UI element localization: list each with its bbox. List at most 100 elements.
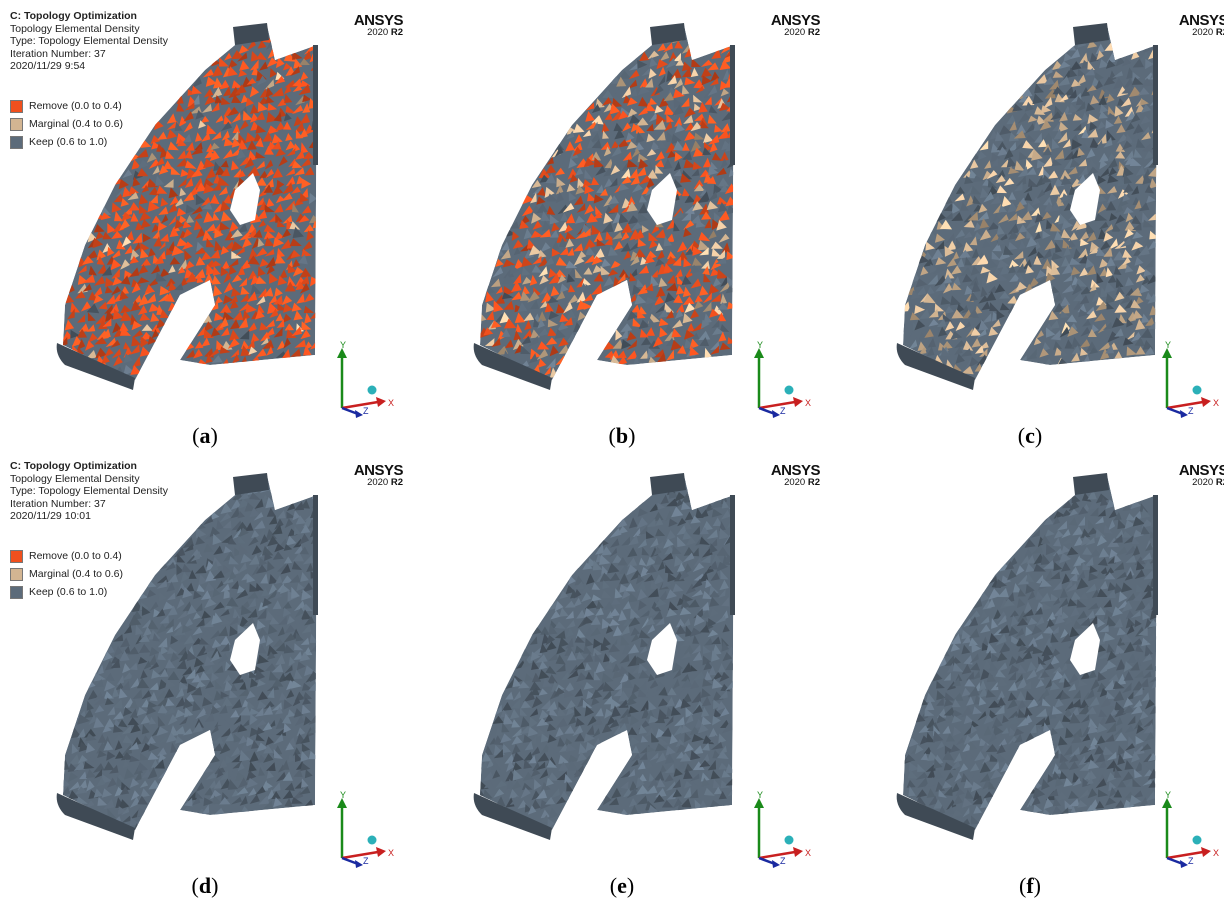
info-line1: Topology Elemental Density [10,472,140,485]
brand-version: 2020 R2 [343,28,403,38]
info-line2: Type: Topology Elemental Density [10,485,168,497]
legend-swatch [10,135,23,149]
brand-version: 2020 R2 [1168,28,1224,38]
info-line3: Iteration Number: 37 [10,47,106,60]
axis-triad: Y X Z [1162,340,1219,418]
axis-triad: Y X Z [1162,790,1219,868]
axis-y-label: Y [340,340,346,350]
info-line4: 2020/11/29 10:01 [10,510,91,522]
axis-z-label: Z [1188,406,1194,416]
brand-name: ANSYS [770,12,821,29]
axis-y-label: Y [757,340,763,350]
topology-model [896,23,1158,390]
brand-name: ANSYS [770,462,821,479]
caption-letter: d [198,873,212,898]
axis-z-label: Z [363,406,369,416]
brand-name: ANSYS [1178,462,1224,479]
brand-version: 2020 R2 [760,478,820,488]
brand-version-release: R2 [807,27,820,38]
brand-version: 2020 R2 [760,28,820,38]
legend-label: Keep (0.6 to 1.0) [29,586,108,598]
legend-item: Remove (0.0 to 0.4) [10,97,123,115]
axis-x-label: X [388,848,394,858]
axis-x-label: X [388,398,394,408]
legend-item: Marginal (0.4 to 0.6) [10,565,123,583]
legend-item: Keep (0.6 to 1.0) [10,133,123,151]
legend-swatch [10,117,23,131]
legend-swatch [10,585,23,599]
caption-letter: b [615,423,629,448]
axis-x-label: X [1213,848,1219,858]
panel-b: ANSYS 2020 R2 Y X Z (b) [422,5,822,448]
caption-letter: c [1025,423,1035,448]
legend-label: Marginal (0.4 to 0.6) [29,568,123,580]
density-legend: Remove (0.0 to 0.4) Marginal (0.4 to 0.6)… [10,97,123,151]
result-info: C: Topology Optimization Topology Element… [10,10,168,73]
panel-caption: (b) [608,423,636,448]
legend-item: Marginal (0.4 to 0.6) [10,115,123,133]
result-info: C: Topology Optimization Topology Element… [10,460,168,523]
axis-y-label: Y [757,790,763,800]
axis-triad: Y X Z [337,790,394,868]
brand-version-prefix: 2020 [367,27,391,38]
axis-triad: Y X Z [337,340,394,418]
brand-version-prefix: 2020 [1192,477,1216,488]
legend-item: Keep (0.6 to 1.0) [10,583,123,601]
brand-version: 2020 R2 [1168,478,1224,488]
panel-caption: (a) [192,423,218,448]
brand-version: 2020 R2 [343,478,403,488]
axis-y-label: Y [1165,790,1171,800]
axis-triad: Y X Z [754,790,811,868]
brand-version-release: R2 [1215,477,1224,488]
brand-version-prefix: 2020 [784,477,808,488]
legend-label: Marginal (0.4 to 0.6) [29,118,123,130]
brand-name: ANSYS [353,12,404,29]
brand-version-prefix: 2020 [784,27,808,38]
brand-version-prefix: 2020 [367,477,391,488]
legend-item: Remove (0.0 to 0.4) [10,547,123,565]
topology-model [56,473,318,840]
legend-swatch [10,99,23,113]
density-legend: Remove (0.0 to 0.4) Marginal (0.4 to 0.6)… [10,547,123,601]
axis-z-label: Z [1188,856,1194,866]
panel-caption: (c) [1017,423,1043,448]
panel-d: C: Topology Optimization Topology Element… [5,455,405,898]
topology-model [473,23,735,390]
legend-label: Remove (0.0 to 0.4) [29,100,122,112]
topology-model [56,23,318,390]
axis-x-label: X [805,848,811,858]
legend-label: Keep (0.6 to 1.0) [29,136,108,148]
axis-y-label: Y [340,790,346,800]
info-line3: Iteration Number: 37 [10,497,106,510]
topology-model [896,473,1158,840]
brand-version-release: R2 [390,477,403,488]
caption-letter: a [199,423,211,448]
axis-z-label: Z [780,856,786,866]
info-line2: Type: Topology Elemental Density [10,35,168,47]
caption-letter: f [1026,873,1034,898]
info-line1: Topology Elemental Density [10,22,140,35]
panel-e: ANSYS 2020 R2 Y X Z (e) [422,455,822,898]
brand-version-release: R2 [1215,27,1224,38]
panel-a: C: Topology Optimization Topology Element… [5,5,405,448]
legend-label: Remove (0.0 to 0.4) [29,550,122,562]
info-title: C: Topology Optimization [10,10,137,22]
axis-z-label: Z [780,406,786,416]
info-line4: 2020/11/29 9:54 [10,60,86,72]
axis-triad: Y X Z [754,340,811,418]
brand-version-prefix: 2020 [1192,27,1216,38]
axis-x-label: X [805,398,811,408]
legend-swatch [10,549,23,563]
panel-caption: (d) [191,873,219,898]
brand-version-release: R2 [807,477,820,488]
panel-caption: (e) [609,873,635,898]
info-title: C: Topology Optimization [10,460,137,472]
brand-name: ANSYS [1178,12,1224,29]
